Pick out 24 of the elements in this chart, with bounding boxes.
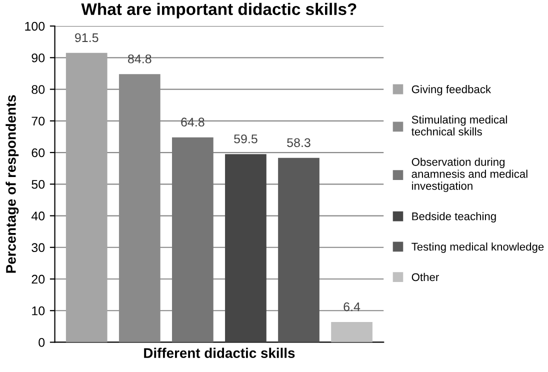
legend-label: Giving feedback (412, 85, 492, 96)
data-label: 6.4 (344, 302, 360, 312)
y-tick-label: 40 (31, 212, 45, 220)
legend-label: Other (412, 272, 439, 282)
chart-title: What are important didactic skills? (81, 2, 356, 18)
y-tick-label: 50 (32, 180, 45, 189)
legend-label: Observation during anamnesis and medical investigation (412, 158, 528, 192)
y-tick-label: 0 (38, 338, 45, 347)
y-tick-label: 10 (32, 306, 45, 316)
x-axis-title: Different didactic skills (144, 348, 295, 358)
y-axis-title: Percentage of respondents (6, 95, 19, 273)
data-label: 59.5 (234, 134, 258, 144)
legend-label: Bedside teaching (412, 212, 496, 222)
y-tick-label: 80 (32, 85, 45, 94)
legend-label: Stimulating medical technical skills (412, 115, 507, 136)
y-tick-label: 20 (32, 274, 45, 284)
y-tick-label: 70 (32, 116, 45, 126)
legend-label: Testing medical knowledge (412, 242, 544, 253)
y-tick-label: 90 (32, 53, 45, 62)
data-label: 91.5 (75, 33, 98, 42)
y-tick-label: 60 (32, 148, 45, 158)
data-label: 58.3 (287, 138, 310, 148)
y-tick-label: 30 (32, 243, 45, 252)
y-tick-label: 100 (25, 22, 45, 31)
